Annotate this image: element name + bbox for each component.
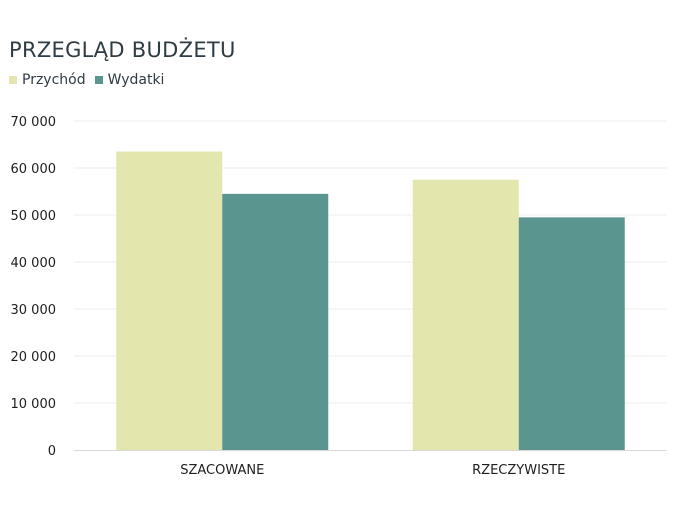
bar-wydatki-szacowane [222, 193, 329, 450]
y-tick-label: 40 000 [11, 256, 57, 271]
legend-item-wydatki: Wydatki [94, 72, 165, 88]
x-category-label: RZECZYWISTE [472, 463, 565, 478]
y-tick-label: 30 000 [11, 303, 57, 318]
legend-swatch-przychod [9, 76, 17, 84]
legend-item-przychod: Przychód [9, 72, 86, 88]
x-category-label: SZACOWANE [180, 463, 264, 478]
legend: Przychód Wydatki [9, 72, 173, 88]
legend-swatch-wydatki [94, 76, 103, 84]
legend-label-wydatki: Wydatki [107, 72, 165, 88]
bar-przych-d-rzeczywiste [412, 179, 519, 450]
bar-wydatki-rzeczywiste [518, 217, 625, 450]
y-tick-label: 60 000 [11, 162, 57, 177]
y-tick-label: 70 000 [11, 115, 57, 130]
y-tick-label: 20 000 [11, 350, 57, 365]
y-tick-label: 50 000 [11, 209, 57, 224]
y-tick-label: 10 000 [11, 397, 57, 412]
bar-przych-d-szacowane [116, 151, 223, 451]
y-tick-label: 0 [48, 444, 56, 459]
legend-label-przychod: Przychód [22, 72, 86, 88]
chart-title: PRZEGLĄD BUDŻETU [9, 38, 236, 62]
